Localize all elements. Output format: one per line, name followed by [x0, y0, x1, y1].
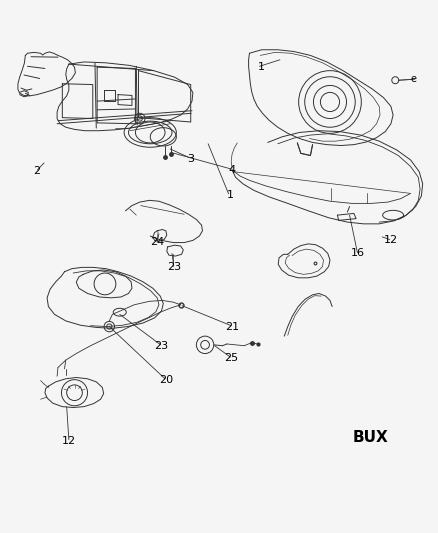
- Text: 24: 24: [150, 237, 164, 247]
- Text: 21: 21: [225, 321, 239, 332]
- Text: 23: 23: [168, 262, 182, 271]
- Text: BUX: BUX: [353, 430, 389, 445]
- Text: 16: 16: [351, 248, 365, 259]
- Text: 12: 12: [384, 236, 398, 245]
- Text: 1: 1: [258, 62, 265, 72]
- Text: e: e: [411, 75, 417, 84]
- Text: 4: 4: [229, 165, 236, 175]
- Text: 12: 12: [62, 437, 76, 447]
- Text: 1: 1: [226, 190, 233, 200]
- Text: 3: 3: [187, 154, 194, 164]
- Text: 2: 2: [33, 166, 40, 176]
- Text: 20: 20: [159, 375, 173, 385]
- Text: 25: 25: [224, 353, 238, 363]
- Text: 23: 23: [155, 341, 169, 351]
